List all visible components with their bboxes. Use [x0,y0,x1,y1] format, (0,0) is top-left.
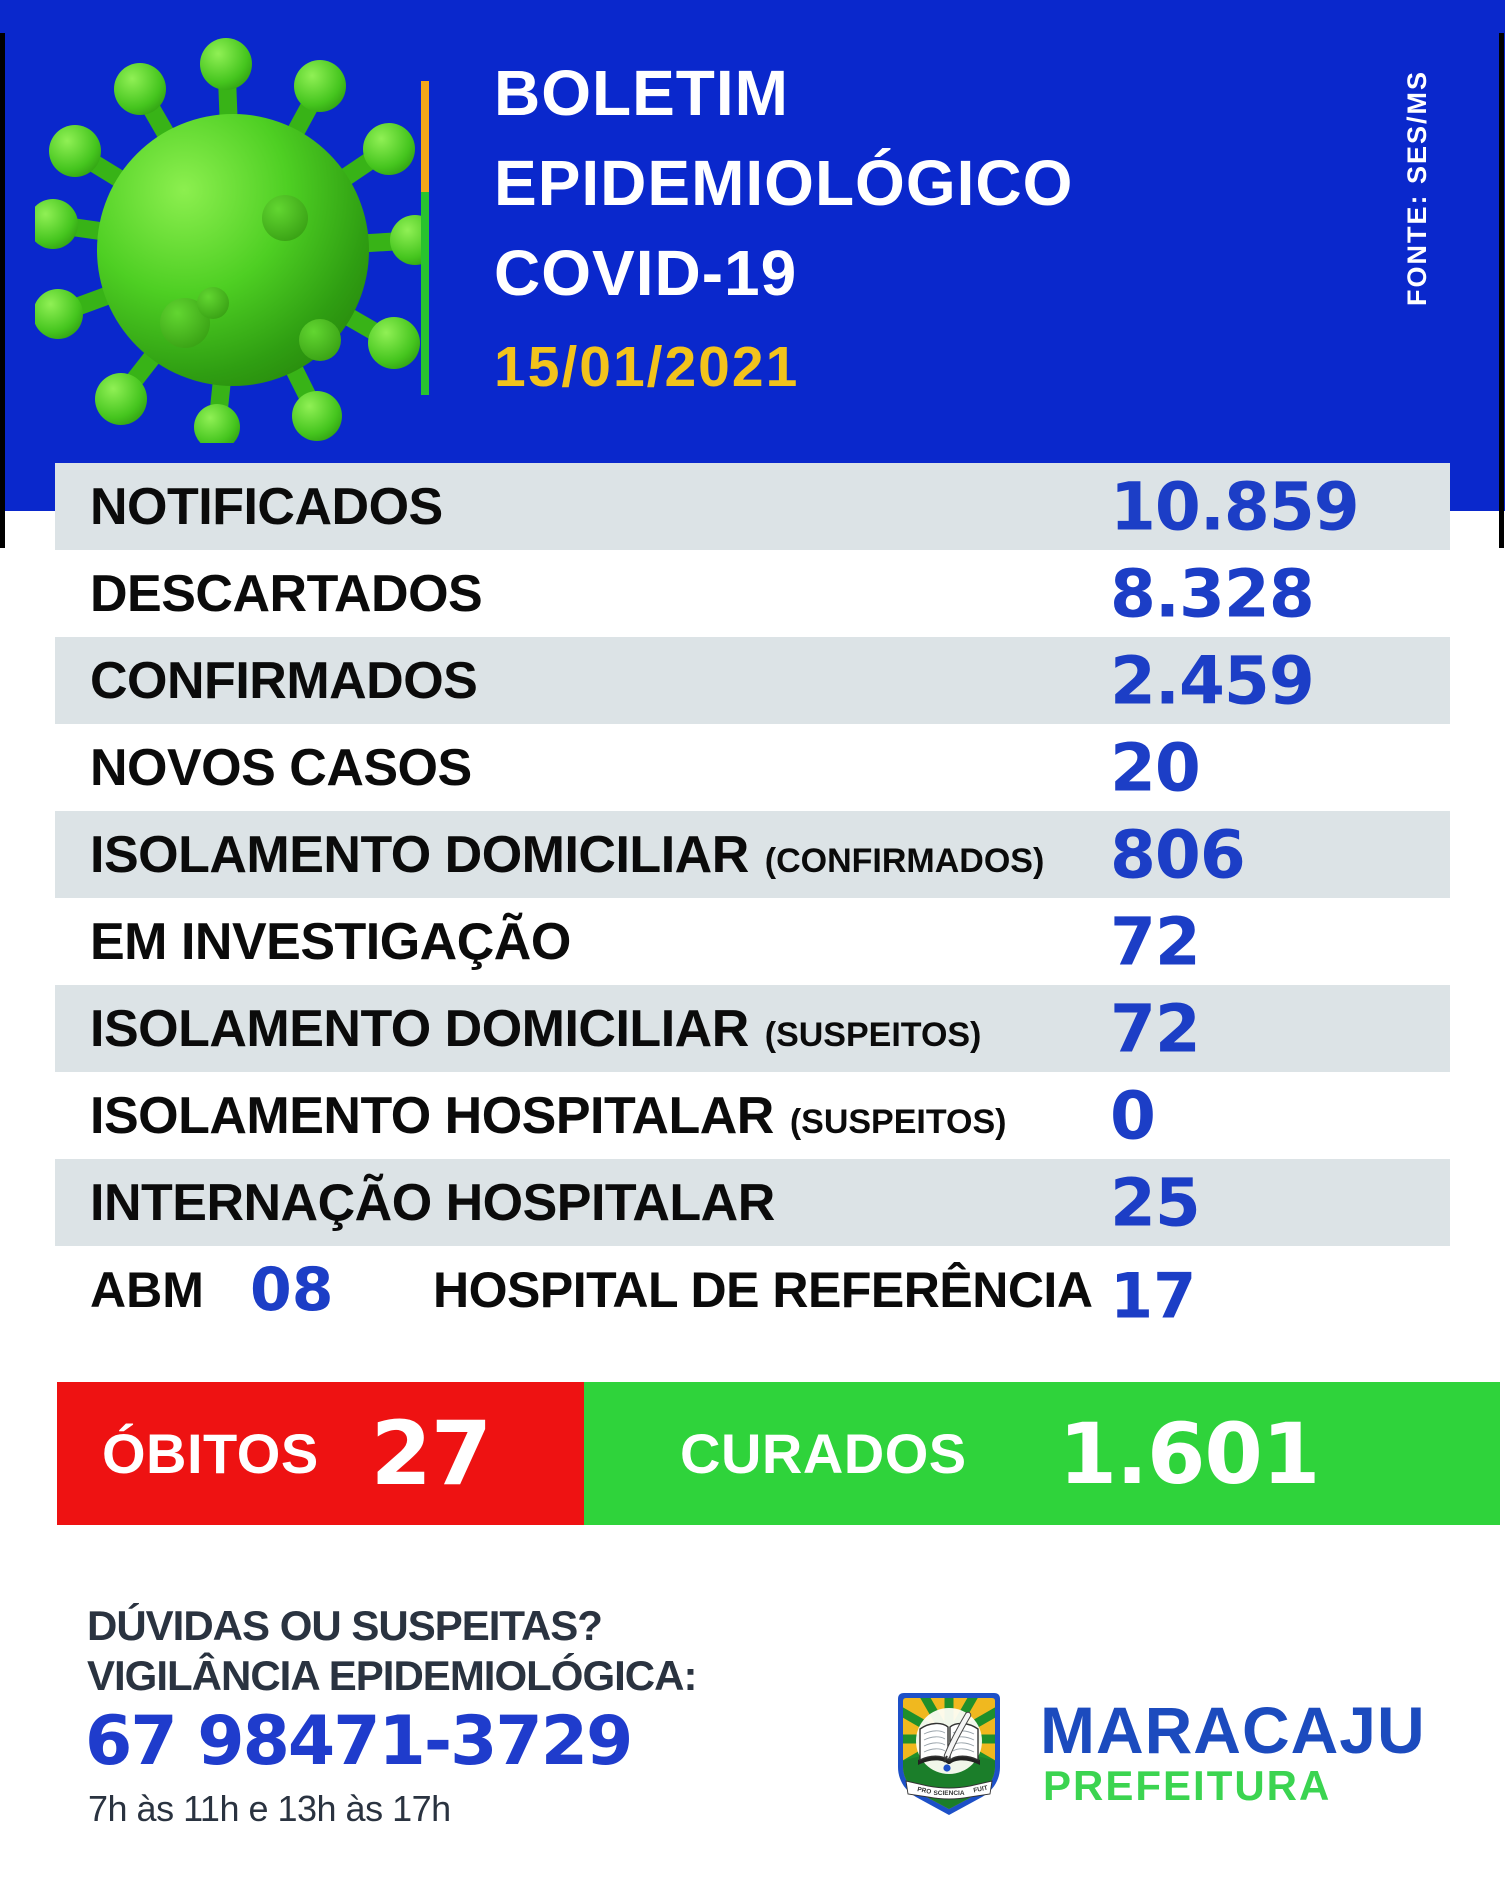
stat-row-isolamento-hospitalar-suspeitos: ISOLAMENTO HOSPITALAR (SUSPEITOS) 0 [55,1072,1450,1159]
stat-value: 20 [1110,729,1201,806]
stat-label-text: ISOLAMENTO DOMICILIAR [90,999,749,1058]
stat-label: NOTIFICADOS [90,477,443,537]
title-line-2: EPIDEMIOLÓGICO [494,147,1074,219]
statistics-table: NOTIFICADOS 10.859 DESCARTADOS 8.328 CON… [55,463,1450,1333]
stat-value: 0 [1110,1077,1156,1154]
stat-value: 72 [1110,903,1201,980]
deaths-label: ÓBITOS [102,1422,319,1485]
footer-hours: 7h às 11h e 13h às 17h [88,1788,451,1829]
stat-label: DESCARTADOS [90,564,483,624]
stat-sublabel: (SUSPEITOS) [764,1015,982,1054]
motto-word-1: PRO [917,1786,932,1796]
cured-box: CURADOS 1.601 [584,1382,1500,1525]
stat-label-text: INTERNAÇÃO HOSPITALAR [90,1173,775,1232]
stat-row-novos-casos: NOVOS CASOS 20 [55,724,1450,811]
cured-label: CURADOS [680,1422,967,1485]
stat-label: EM INVESTIGAÇÃO [90,912,571,972]
stat-row-confirmados: CONFIRMADOS 2.459 [55,637,1450,724]
stat-label: ISOLAMENTO DOMICILIAR (CONFIRMADOS) [90,825,1044,885]
city-name: MARACAJU [1040,1693,1426,1767]
stat-row-em-investigacao: EM INVESTIGAÇÃO 72 [55,898,1450,985]
stat-label-text: NOTIFICADOS [90,477,443,536]
stat-label-text: DESCARTADOS [90,564,483,623]
stat-value: 25 [1110,1164,1201,1241]
stat-value: 2.459 [1110,642,1315,719]
abm-value: 08 [250,1254,334,1325]
stat-label-text: ISOLAMENTO DOMICILIAR [90,825,749,884]
stat-value: 72 [1110,990,1201,1067]
maracaju-coat-of-arms: PRO SCIENCIA FUIT [898,1693,1000,1815]
stat-row-isolamento-domiciliar-suspeitos: ISOLAMENTO DOMICILIAR (SUSPEITOS) 72 [55,985,1450,1072]
stat-label: CONFIRMADOS [90,651,478,711]
stat-value: 806 [1110,816,1246,893]
stat-label-text: EM INVESTIGAÇÃO [90,912,571,971]
stat-label: NOVOS CASOS [90,738,472,798]
right-edge-line [1499,33,1504,548]
footer-question: DÚVIDAS OU SUSPEITAS? [87,1602,603,1649]
footer-department: VIGILÂNCIA EPIDEMIOLÓGICA: [87,1652,697,1699]
stat-sublabel: (SUSPEITOS) [789,1102,1007,1141]
title-line-1: BOLETIM [494,57,789,129]
stat-label: INTERNAÇÃO HOSPITALAR [90,1173,775,1233]
organization-name: PREFEITURA [1043,1762,1332,1809]
title-line-3: COVID-19 [494,237,798,309]
stat-row-hospitais: ABM 08 HOSPITAL DE REFERÊNCIA 17 [55,1246,1450,1333]
stat-value: 10.859 [1110,468,1360,545]
coronavirus-icon [35,38,425,443]
motto-word-3: FUIT [973,1785,989,1795]
bulletin-date: 15/01/2021 [494,335,800,399]
stat-label-text: ISOLAMENTO HOSPITALAR [90,1086,774,1145]
stat-value: 8.328 [1110,555,1315,632]
abm-label: ABM [90,1261,204,1318]
stat-row-isolamento-domiciliar-confirmados: ISOLAMENTO DOMICILIAR (CONFIRMADOS) 806 [55,811,1450,898]
left-edge-line [0,33,5,548]
motto-word-2: SCIENCIA [933,1790,964,1797]
deaths-value: 27 [370,1402,492,1505]
page-title: BOLETIM EPIDEMIOLÓGICO COVID-19 [494,48,1073,318]
header-banner: BOLETIM EPIDEMIOLÓGICO COVID-19 15/01/20… [0,0,1505,511]
hospital-referencia-label: HOSPITAL DE REFERÊNCIA [433,1261,1093,1318]
stat-sublabel: (CONFIRMADOS) [764,841,1045,880]
stat-label-text: CONFIRMADOS [90,651,478,710]
hospital-referencia-value: 17 [1110,1259,1197,1333]
footer-phone-number: 67 98471-3729 [85,1702,633,1781]
deaths-box: ÓBITOS 27 [57,1382,584,1525]
stat-label: ISOLAMENTO HOSPITALAR (SUSPEITOS) [90,1086,1006,1146]
data-source-label: FONTE: SES/MS [1402,70,1432,307]
stat-row-notificados: NOTIFICADOS 10.859 [55,463,1450,550]
stat-row-descartados: DESCARTADOS 8.328 [55,550,1450,637]
cured-value: 1.601 [1058,1404,1321,1503]
accent-bar [421,81,429,395]
stat-label-text: NOVOS CASOS [90,738,472,797]
stat-row-internacao-hospitalar: INTERNAÇÃO HOSPITALAR 25 [55,1159,1450,1246]
stat-label: ISOLAMENTO DOMICILIAR (SUSPEITOS) [90,999,981,1059]
